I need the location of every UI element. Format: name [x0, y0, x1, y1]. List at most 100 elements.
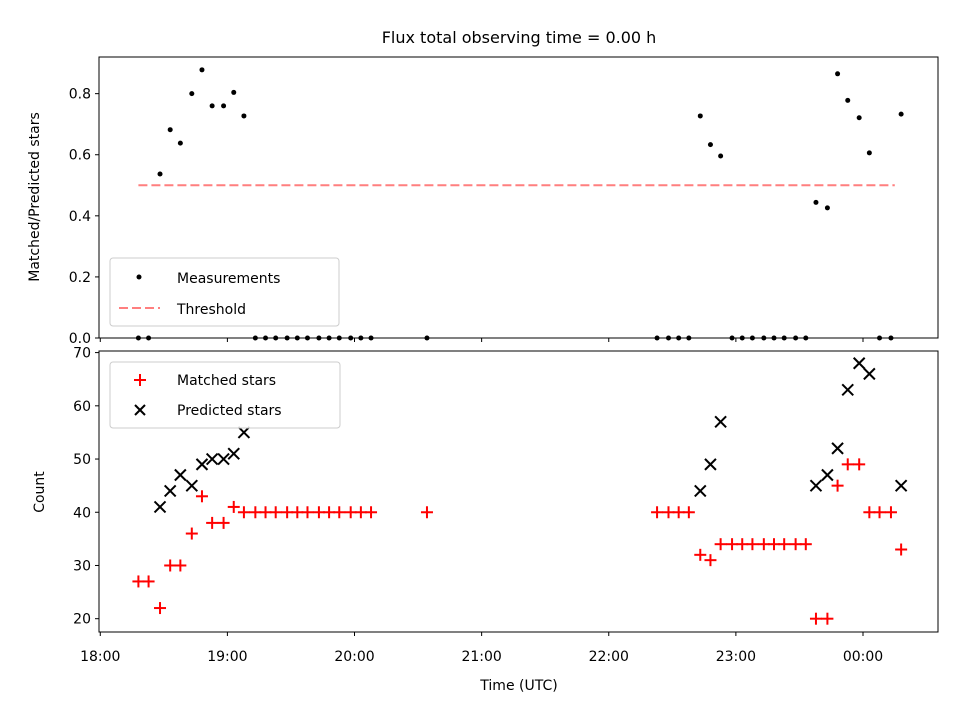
predicted-star-point: [841, 383, 854, 397]
matched-star-point: [672, 506, 685, 519]
x-tick-label: 20:00: [334, 649, 374, 665]
measurement-point: [177, 140, 183, 146]
measurement-point: [336, 335, 342, 341]
measurement-point: [316, 335, 322, 341]
top-panel: 0.00.20.40.60.8 Matched/Predicted stars …: [27, 56, 939, 347]
measurement-point: [666, 335, 672, 341]
measurement-point: [135, 335, 141, 341]
measurement-point: [326, 335, 332, 341]
matched-star-point: [873, 506, 886, 519]
measurement-point: [304, 335, 310, 341]
measurement-point: [157, 171, 163, 177]
top-y-tick-label: 0.2: [69, 270, 91, 286]
matched-star-point: [884, 506, 897, 519]
matched-star-point: [142, 575, 155, 588]
matched-star-point: [809, 612, 822, 625]
predicted-star-point: [863, 367, 876, 381]
measurement-point: [273, 335, 279, 341]
measurement-point: [739, 335, 745, 341]
top-y-axis: 0.0 0.2 0.4 0.6 0.8: [69, 87, 99, 347]
matched-star-point: [365, 506, 378, 519]
top-y-tick-label: 0.0: [69, 331, 91, 347]
matched-star-point: [821, 612, 834, 625]
matched-star-point: [154, 602, 167, 615]
measurement-point: [718, 153, 724, 159]
measurement-point: [348, 335, 354, 341]
matched-star-point: [895, 543, 908, 556]
matched-star-point: [831, 479, 844, 492]
matched-star-point: [853, 458, 866, 471]
matched-star-point: [778, 538, 791, 551]
count-series: [132, 357, 908, 625]
top-y-tick-label: 0.6: [69, 148, 91, 164]
matched-star-point: [185, 527, 198, 540]
matched-star-point: [704, 554, 717, 567]
measurement-point: [771, 335, 777, 341]
matched-star-point: [726, 538, 739, 551]
matched-star-point: [301, 506, 314, 519]
predicted-star-point: [237, 426, 251, 439]
predicted-star-point: [205, 452, 219, 466]
predicted-star-point: [694, 484, 707, 498]
matched-star-point: [682, 506, 695, 519]
legend-measurements-marker: [136, 274, 142, 280]
predicted-star-point: [174, 468, 187, 482]
matched-star-point: [714, 538, 727, 551]
measurement-point: [781, 335, 787, 341]
measurement-point: [749, 335, 755, 341]
measurement-point: [241, 113, 247, 119]
bottom-y-axis-label: Count: [32, 471, 48, 513]
top-y-tick-label: 0.8: [69, 87, 91, 103]
matched-star-point: [174, 559, 187, 572]
predicted-star-point: [831, 442, 844, 455]
legend-matched-marker: [134, 374, 146, 386]
predicted-star-point: [195, 458, 209, 471]
bottom-y-tick-label: 20: [73, 612, 91, 628]
matched-star-point: [227, 500, 240, 513]
predicted-star-point: [809, 479, 823, 492]
measurement-point: [686, 335, 692, 341]
measurement-point: [888, 335, 894, 341]
measurement-point: [263, 335, 269, 341]
top-y-axis-label: Matched/Predicted stars: [27, 112, 43, 282]
matched-star-point: [217, 516, 230, 529]
matched-star-point: [736, 538, 749, 551]
matched-star-point: [195, 490, 208, 503]
matched-star-point: [863, 506, 876, 519]
predicted-star-point: [163, 484, 177, 498]
measurements-series: [135, 67, 904, 341]
bottom-panel-frame: [98, 350, 939, 633]
legend-predicted-marker: [134, 404, 146, 416]
matched-star-point: [768, 538, 781, 551]
measurement-point: [729, 335, 735, 341]
matched-star-point: [323, 506, 336, 519]
bottom-x-axis: 18:00 19:00 20:00 21:00 22:00 23:00 00:00: [80, 632, 883, 665]
measurement-point: [898, 111, 904, 117]
predicted-star-point: [714, 415, 727, 428]
predicted-star-point: [217, 452, 230, 466]
matched-star-point: [259, 506, 272, 519]
predicted-star-point: [704, 458, 717, 471]
measurement-point: [793, 335, 799, 341]
bottom-legend-box: [109, 361, 341, 429]
measurement-point: [877, 335, 883, 341]
predicted-star-point: [153, 500, 167, 514]
bottom-y-tick-label: 50: [73, 452, 91, 468]
measurement-point: [813, 199, 819, 205]
matched-star-point: [249, 506, 262, 519]
bottom-y-axis: 20 30 40 50 60 70: [73, 346, 99, 628]
measurement-point: [866, 150, 872, 156]
matched-star-point: [206, 516, 219, 529]
matched-star-point: [420, 506, 433, 519]
matched-star-point: [132, 575, 145, 588]
matched-star-point: [164, 559, 177, 572]
measurement-point: [199, 67, 205, 73]
bottom-legend: Matched stars Predicted stars: [109, 361, 341, 429]
measurement-point: [146, 335, 152, 341]
bottom-y-tick-label: 30: [73, 558, 91, 574]
matched-star-point: [333, 506, 346, 519]
top-legend: Measurements Threshold: [109, 257, 340, 327]
measurement-point: [167, 127, 173, 133]
predicted-star-point: [852, 357, 866, 370]
